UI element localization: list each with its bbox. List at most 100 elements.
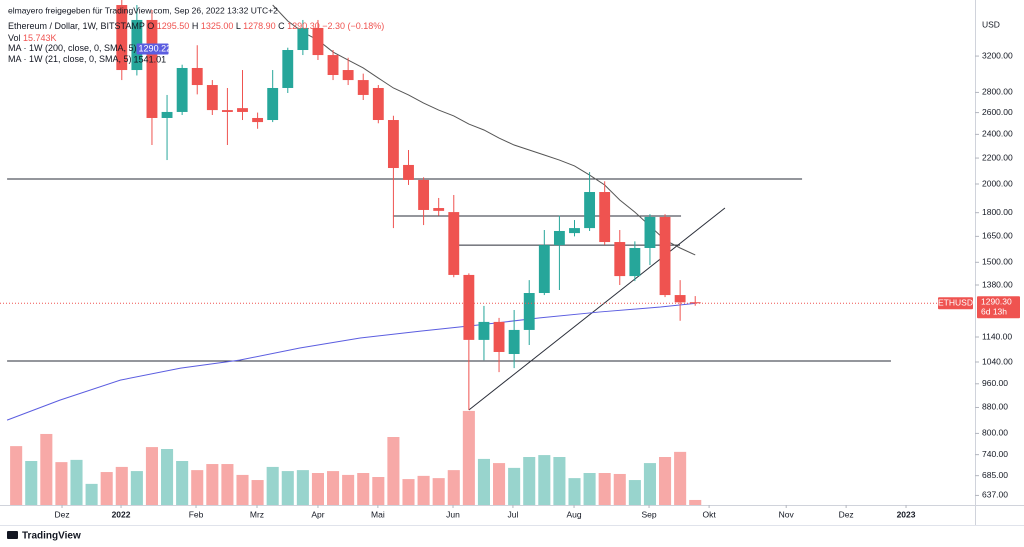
readout-value: 1290.30 xyxy=(287,21,320,31)
volume-bar xyxy=(508,467,521,505)
y-tick-label: 1140.00 xyxy=(982,331,1012,341)
y-tick-label: 1500.00 xyxy=(982,257,1013,267)
candle-body xyxy=(176,67,188,112)
volume-bar xyxy=(25,461,38,505)
volume-bar xyxy=(55,462,68,505)
change: −2.30 (−0.18%) xyxy=(322,21,384,31)
price-badge-text: 1290.30 xyxy=(981,297,1012,307)
volume-bar xyxy=(553,457,566,505)
x-tick-label: Dez xyxy=(839,509,854,519)
ma-value-badge xyxy=(136,43,169,55)
readout-key: L xyxy=(236,21,241,31)
volume-bar xyxy=(674,451,687,505)
candle-body xyxy=(614,242,626,277)
countdown-text: 6d 13h xyxy=(981,307,1007,317)
volume-bar xyxy=(85,483,98,505)
candle-body xyxy=(221,110,233,112)
volume-value: 15.743K xyxy=(23,33,57,43)
volume-bar xyxy=(70,459,83,505)
candle-body xyxy=(342,70,354,81)
volume-bar xyxy=(266,466,279,505)
volume-bar xyxy=(462,410,475,505)
axes: 3200.00 2800.00 2600.00 2400.00 2200.00 2000.… xyxy=(54,50,1013,519)
volume-bar xyxy=(447,470,460,505)
candle-body xyxy=(116,5,128,71)
volume-name: Vol xyxy=(8,33,21,43)
author-line: elmayero freigegeben für TradingView.com… xyxy=(8,5,278,15)
ma-name: MA · 1W (200, close, 0, SMA, 5) xyxy=(8,43,137,53)
symbol-name: Ethereum / Dollar, 1W, BITSTAMP xyxy=(8,21,145,31)
x-tick-label: Feb xyxy=(189,509,204,519)
y-tick-label: 2800.00 xyxy=(982,87,1013,97)
candle-body xyxy=(418,179,430,210)
volume-bar xyxy=(115,466,128,505)
legend-row: Ethereum / Dollar, 1W, BITSTAMP O 1295.5… xyxy=(8,21,384,31)
brand-name: TradingView xyxy=(22,531,81,542)
volume-bar xyxy=(145,447,158,505)
candle-body xyxy=(252,117,264,123)
volume-bar xyxy=(493,463,506,505)
ma-value: 1541.01 xyxy=(134,54,167,64)
candle-body xyxy=(297,27,309,51)
moving-average-line xyxy=(272,4,696,256)
candle-body xyxy=(372,87,384,121)
y-tick-label: 880.00 xyxy=(982,402,1008,412)
volume-bar xyxy=(357,473,370,505)
volume-bar xyxy=(432,478,445,505)
candle-body xyxy=(161,111,173,118)
x-tick-label: Mrz xyxy=(250,509,264,519)
y-tick-label: 740.00 xyxy=(982,449,1008,459)
brand: TradingView xyxy=(7,531,81,542)
price-badge xyxy=(977,296,1020,319)
y-tick-label: 960.00 xyxy=(982,378,1008,388)
candle-body xyxy=(206,85,218,111)
volume-bar xyxy=(659,457,672,505)
volume-bar xyxy=(387,437,400,505)
candle-body xyxy=(659,216,671,296)
y-tick-label: 1800.00 xyxy=(982,207,1013,217)
candle-body xyxy=(584,192,596,229)
y-tick-label: 2400.00 xyxy=(982,129,1013,139)
candle-body xyxy=(387,120,399,169)
volume-bar xyxy=(372,477,385,505)
volume-bar xyxy=(161,449,174,505)
x-tick-label: Dez xyxy=(54,509,69,519)
volume-bar xyxy=(689,499,702,505)
x-tick-label: Mai xyxy=(371,509,385,519)
symbol-badge xyxy=(938,297,973,310)
candle-body xyxy=(312,27,324,56)
volume-bar xyxy=(281,471,294,505)
readout-value: 1295.50 xyxy=(157,21,190,31)
volume-bar xyxy=(10,446,23,505)
candle-body xyxy=(327,55,339,76)
volume-bar xyxy=(477,458,490,505)
volume-bar xyxy=(628,480,641,505)
volume-bar xyxy=(40,433,53,505)
candle-body xyxy=(523,293,535,330)
volume-bar xyxy=(342,474,355,505)
x-tick-label: 2023 xyxy=(897,509,916,519)
y-tick-label: 1650.00 xyxy=(982,231,1013,241)
y-tick-label: 1380.00 xyxy=(982,279,1013,289)
candle-body xyxy=(267,87,279,121)
candle-body xyxy=(237,108,248,112)
candle-body xyxy=(433,208,445,211)
volume-bar xyxy=(206,464,219,505)
x-tick-label: Sep xyxy=(641,509,656,519)
candle-body xyxy=(569,228,580,234)
volume-bar xyxy=(568,478,581,505)
candle-body xyxy=(478,321,490,340)
candle-body xyxy=(191,67,203,86)
readout-value: 1278.90 xyxy=(243,21,276,31)
readout-value: 1325.00 xyxy=(201,21,234,31)
plot-area xyxy=(0,0,975,505)
volume-bar xyxy=(417,475,430,505)
candle-body xyxy=(508,329,520,355)
legend-row: MA · 1W (200, close, 0, SMA, 5) xyxy=(8,43,137,53)
candle-body xyxy=(689,302,701,304)
y-tick-label: 1040.00 xyxy=(982,356,1013,366)
volume-bar xyxy=(130,471,143,505)
y-tick-label: 800.00 xyxy=(982,428,1008,438)
candle-body xyxy=(357,80,369,95)
